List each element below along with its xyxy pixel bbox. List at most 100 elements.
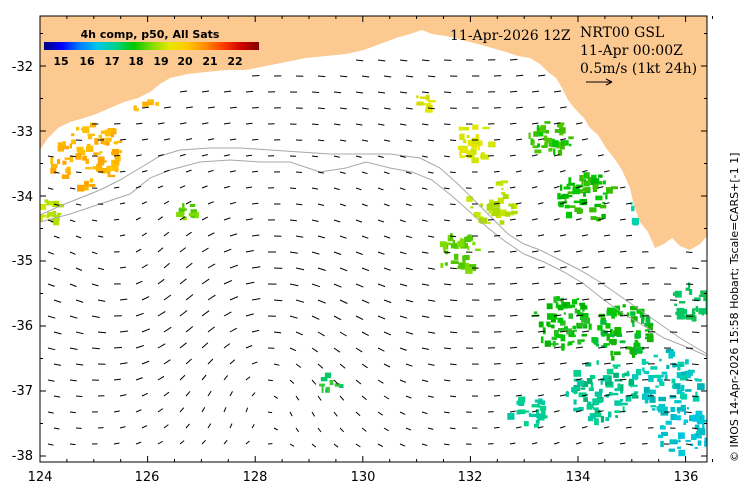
current-vector — [251, 329, 260, 333]
sst-pixel — [459, 155, 465, 158]
current-vector — [559, 425, 566, 429]
sst-pixel — [676, 372, 682, 379]
lon-label-136: 136 — [674, 470, 699, 485]
current-vector — [421, 187, 428, 190]
sst-pixel — [566, 211, 573, 219]
sst-pixel — [575, 387, 581, 390]
current-vector — [443, 379, 451, 382]
current-vector — [201, 185, 208, 189]
sst-pixel — [52, 210, 57, 218]
current-vector — [47, 315, 56, 319]
current-vector — [399, 123, 407, 126]
sst-pixel — [338, 384, 344, 388]
sst-pixel — [626, 312, 630, 318]
sst-pixel — [425, 107, 433, 113]
current-vector — [449, 363, 457, 366]
current-vector — [69, 315, 78, 319]
current-vector — [449, 331, 458, 334]
current-vector — [207, 138, 215, 141]
sst-pixel — [653, 374, 662, 378]
sst-pixel — [99, 151, 103, 154]
colorbar-label-20: 20 — [177, 55, 193, 68]
lat-label-37: -37 — [12, 384, 33, 399]
lat-label-38: -38 — [12, 449, 33, 464]
sst-pixel — [581, 177, 584, 185]
current-vector — [333, 219, 341, 223]
sst-pixel — [469, 140, 473, 143]
sst-pixel — [106, 141, 110, 146]
current-vector — [581, 138, 589, 141]
sst-pixel — [600, 317, 606, 322]
sst-pixel — [590, 216, 597, 220]
sst-pixel — [610, 338, 617, 344]
sst-pixel — [76, 126, 80, 131]
current-vector — [515, 106, 523, 109]
current-vector — [361, 139, 369, 142]
current-vector — [603, 362, 611, 365]
current-vector — [355, 155, 362, 158]
sst-pixel — [583, 397, 588, 402]
sst-pixel — [540, 336, 544, 344]
current-vector — [383, 267, 391, 271]
current-vector — [355, 443, 361, 448]
sst-pixel — [547, 313, 555, 320]
sst-pixel — [558, 124, 564, 128]
current-vector — [157, 247, 164, 253]
current-vector — [47, 187, 54, 190]
current-vector — [333, 123, 341, 126]
sst-pixel — [634, 376, 638, 381]
current-vector — [355, 379, 362, 385]
current-vector — [289, 315, 298, 319]
current-vector — [185, 262, 193, 269]
sst-pixel — [614, 388, 619, 392]
sst-pixel — [501, 187, 504, 190]
sst-pixel — [576, 380, 584, 386]
sst-pixel — [475, 134, 480, 139]
sst-pixel — [555, 302, 559, 309]
sst-pixel — [104, 137, 112, 142]
current-vector — [289, 219, 297, 222]
current-vector — [691, 267, 699, 270]
sst-pixel — [98, 134, 102, 139]
sst-pixel — [630, 316, 638, 322]
sst-pixel — [470, 206, 474, 209]
current-vector — [531, 154, 538, 157]
current-vector — [559, 202, 566, 205]
sst-pixel — [666, 364, 670, 369]
current-vector — [317, 235, 326, 239]
sst-pixel — [595, 343, 599, 347]
sst-pixel — [559, 127, 566, 134]
sst-pixel — [694, 447, 698, 449]
current-vector — [47, 283, 55, 287]
sst-pixel — [578, 392, 587, 398]
sst-pixel — [419, 96, 428, 99]
sst-pixel — [605, 417, 610, 421]
current-vector — [553, 218, 560, 221]
current-vector — [383, 171, 390, 175]
current-vector — [553, 441, 560, 445]
lon-label-132: 132 — [458, 470, 483, 485]
sst-pixel — [610, 350, 614, 356]
current-vector — [69, 347, 78, 350]
current-vector — [443, 283, 452, 286]
current-vector — [163, 200, 170, 205]
sst-pixel — [452, 239, 455, 245]
sst-pixel — [558, 328, 566, 332]
current-vector — [559, 362, 567, 365]
current-vector — [575, 441, 582, 445]
current-vector — [141, 170, 148, 173]
sst-pixel — [523, 410, 530, 413]
sst-pixel — [564, 141, 567, 146]
sst-pixel — [619, 384, 624, 391]
current-vector — [361, 75, 370, 78]
sst-pixel — [571, 387, 576, 392]
sst-pixel — [508, 203, 514, 207]
sst-pixel — [614, 379, 623, 382]
sst-pixel — [606, 368, 614, 375]
sst-pixel — [100, 130, 108, 134]
sst-pixel — [71, 133, 75, 137]
sst-pixel — [573, 329, 577, 332]
sst-pixel — [696, 416, 700, 424]
current-vector — [333, 155, 340, 158]
current-vector — [251, 234, 260, 237]
